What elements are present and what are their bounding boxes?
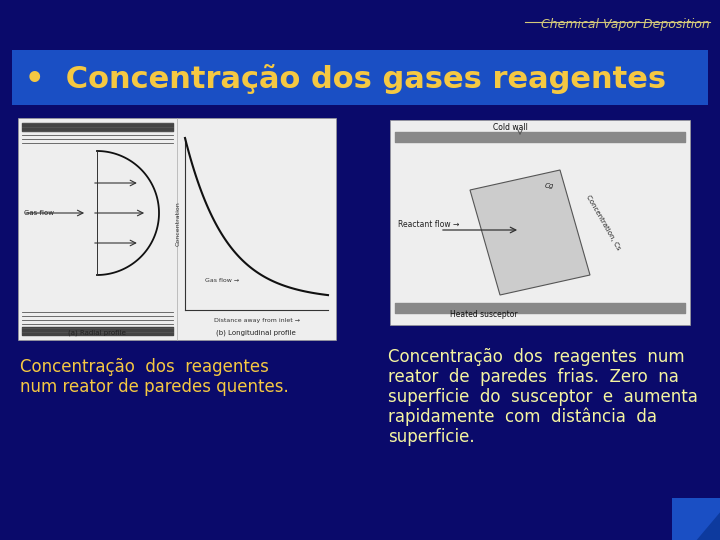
Text: reator  de  paredes  frias.  Zero  na: reator de paredes frias. Zero na <box>388 368 679 386</box>
FancyBboxPatch shape <box>390 120 690 325</box>
Text: num reator de paredes quentes.: num reator de paredes quentes. <box>20 378 289 396</box>
Text: rapidamente  com  distância  da: rapidamente com distância da <box>388 408 657 427</box>
Text: Heated susceptor: Heated susceptor <box>450 310 518 319</box>
Polygon shape <box>470 170 590 295</box>
Text: Gas flow →: Gas flow → <box>205 278 239 283</box>
Text: Cg: Cg <box>545 183 554 189</box>
Text: Concentração  dos  reagentes  num: Concentração dos reagentes num <box>388 348 685 366</box>
FancyBboxPatch shape <box>18 118 336 340</box>
FancyBboxPatch shape <box>672 498 720 540</box>
Text: Chemical Vapor Deposition: Chemical Vapor Deposition <box>541 18 710 31</box>
Text: Concentração  dos  reagentes: Concentração dos reagentes <box>20 358 269 376</box>
Text: Concentration, Cs: Concentration, Cs <box>585 194 621 251</box>
Text: Reactant flow →: Reactant flow → <box>398 220 459 229</box>
Text: Distance away from inlet →: Distance away from inlet → <box>214 318 300 323</box>
Text: (a) Radial profile: (a) Radial profile <box>68 329 126 336</box>
Text: superficie.: superficie. <box>388 428 474 446</box>
Text: •  Concentração dos gases reagentes: • Concentração dos gases reagentes <box>25 64 666 94</box>
Text: superficie  do  susceptor  e  aumenta: superficie do susceptor e aumenta <box>388 388 698 406</box>
Polygon shape <box>695 510 720 540</box>
Text: Concentration: Concentration <box>176 201 181 246</box>
FancyBboxPatch shape <box>12 50 708 105</box>
Text: (b) Longitudinal profile: (b) Longitudinal profile <box>216 329 296 336</box>
Text: Gas flow: Gas flow <box>24 210 54 216</box>
Text: Cold wall: Cold wall <box>492 123 528 132</box>
